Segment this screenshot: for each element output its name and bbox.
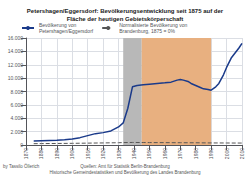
svg-text:1910: 1910 [85,148,91,159]
svg-text:0: 0 [20,142,23,148]
svg-text:Fläche der heutigen Gebietskör: Fläche der heutigen Gebietskörperschaft [67,16,184,22]
svg-text:1970: 1970 [177,148,183,159]
svg-text:8.000: 8.000 [10,89,23,95]
svg-text:14.000: 14.000 [8,48,24,54]
svg-text:1870: 1870 [23,148,29,159]
svg-text:Petershagen/Eggersdorf: Bevölk: Petershagen/Eggersdorf: Bevölkerungsentw… [27,8,224,14]
svg-text:10.000: 10.000 [8,75,24,81]
svg-text:16.000: 16.000 [8,35,24,41]
svg-text:1950: 1950 [146,148,152,159]
svg-text:1940: 1940 [131,148,137,159]
svg-text:12.000: 12.000 [8,62,24,68]
svg-text:2010: 2010 [239,148,245,159]
svg-text:2000: 2000 [224,148,230,159]
svg-text:Normalisierte Bevölkerung von: Normalisierte Bevölkerung von [119,22,188,28]
svg-text:1960: 1960 [162,148,168,159]
svg-text:1890: 1890 [54,148,60,159]
svg-text:Bevölkerung von: Bevölkerung von [39,22,77,28]
svg-text:1900: 1900 [69,148,75,159]
svg-text:Historische Gemeindestatistike: Historische Gemeindestatistiken und Bevö… [49,170,201,175]
svg-text:1980: 1980 [193,148,199,159]
svg-text:Brandenburg, 1875 = 0%: Brandenburg, 1875 = 0% [119,28,175,34]
svg-text:6.000: 6.000 [10,102,23,108]
svg-text:1930: 1930 [116,148,122,159]
svg-text:1990: 1990 [208,148,214,159]
svg-text:by Tassilo Öllerich: by Tassilo Öllerich [3,163,40,169]
svg-text:4.000: 4.000 [10,115,23,121]
svg-text:1920: 1920 [100,148,106,159]
svg-text:2.000: 2.000 [10,129,23,135]
svg-text:1880: 1880 [38,148,44,159]
svg-text:Quellen: Amt für Statistik Ber: Quellen: Amt für Statistik Berlin-Brande… [80,164,170,169]
svg-text:Petershagen/Eggersdorf: Petershagen/Eggersdorf [39,28,94,34]
